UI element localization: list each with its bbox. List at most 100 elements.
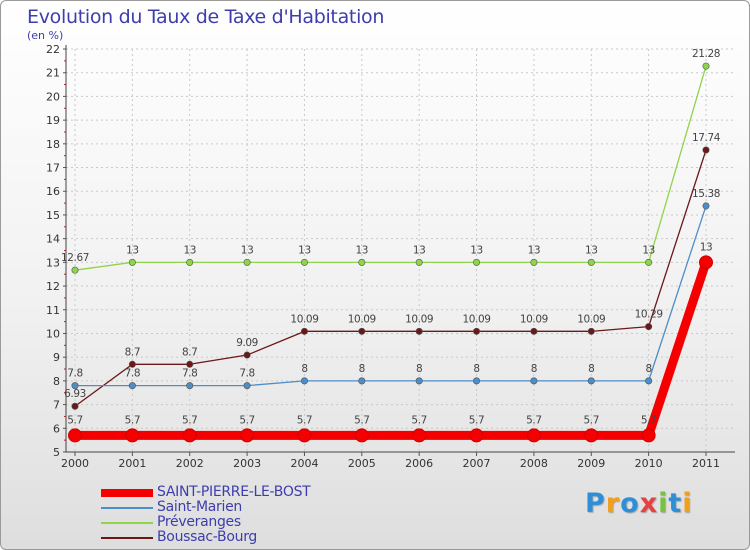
x-tick-label: 2002	[176, 457, 204, 470]
data-label: 10.09	[290, 313, 318, 325]
data-label: 5.7	[526, 414, 542, 426]
data-label: 5.7	[182, 414, 198, 426]
data-label: 5.7	[125, 414, 141, 426]
data-label: 13	[700, 241, 713, 253]
series-group	[68, 62, 713, 443]
data-label: 12.67	[61, 252, 89, 264]
data-label: 8	[416, 363, 422, 375]
y-tick-label: 8	[53, 375, 60, 388]
data-point	[530, 327, 538, 335]
data-label: 13	[298, 244, 311, 256]
data-label: 5.7	[354, 414, 370, 426]
data-point	[645, 377, 653, 385]
data-label: 17.74	[692, 132, 721, 144]
data-labels: 12.67 13 13 13 13 13 13 13 13 13 13 21.28 6.93 8.7 8.7…	[61, 48, 721, 426]
data-label: 13	[183, 244, 196, 256]
data-point	[243, 351, 251, 359]
x-tick-label: 2000	[61, 457, 89, 470]
legend-swatch	[101, 522, 153, 524]
y-tick-label: 15	[46, 209, 60, 222]
data-point	[584, 428, 599, 443]
data-point	[128, 360, 136, 368]
series-line	[74, 149, 707, 407]
data-label: 5.7	[297, 414, 313, 426]
data-point	[300, 258, 308, 266]
series-saint-pierre-le-bost	[68, 255, 713, 443]
y-tick-label: 14	[46, 233, 60, 246]
x-tick-label: 2011	[692, 457, 720, 470]
data-label: 21.28	[692, 48, 720, 60]
data-label: 13	[585, 244, 598, 256]
x-tick-label: 2007	[463, 457, 491, 470]
x-tick-label: 2009	[577, 457, 605, 470]
data-point	[243, 382, 251, 390]
data-point	[645, 323, 653, 331]
data-point	[186, 360, 194, 368]
y-tick-label: 20	[46, 90, 60, 103]
data-label: 6.93	[64, 388, 86, 400]
data-label: 5.7	[67, 414, 83, 426]
logo-letter: o	[620, 488, 640, 519]
data-label: 10.29	[635, 309, 663, 321]
data-point	[587, 327, 595, 335]
data-point	[300, 377, 308, 385]
data-point	[354, 428, 369, 443]
data-label: 13	[528, 244, 541, 256]
data-label: 8	[531, 363, 537, 375]
data-label: 5.7	[641, 414, 657, 426]
series-line	[70, 257, 711, 440]
data-point	[243, 258, 251, 266]
data-point	[240, 428, 255, 443]
data-label: 13	[241, 244, 254, 256]
data-label: 5.7	[584, 414, 600, 426]
logo-letter: x	[639, 488, 659, 519]
data-label: 10.09	[577, 313, 605, 325]
logo-letter: i	[682, 488, 693, 519]
data-point	[702, 146, 710, 154]
data-label: 8.7	[125, 346, 141, 358]
logo-letter: t	[668, 488, 683, 519]
legend-swatch	[101, 489, 153, 497]
data-point	[300, 327, 308, 335]
data-label: 8	[588, 363, 594, 375]
y-tick-label: 17	[46, 162, 60, 175]
x-tick-label: 2005	[348, 457, 376, 470]
data-point	[68, 428, 82, 443]
data-label: 5.7	[411, 414, 427, 426]
data-label: 8	[359, 363, 365, 375]
data-point	[412, 428, 427, 443]
data-label: 10.09	[463, 313, 491, 325]
data-label: 15.38	[692, 188, 720, 200]
x-tick-label: 2003	[233, 457, 261, 470]
data-label: 8.7	[182, 346, 198, 358]
legend-swatch	[101, 507, 153, 509]
series-boussac-bourg	[71, 146, 710, 410]
data-point	[358, 327, 366, 335]
logo-letter: P	[585, 488, 606, 519]
y-tick-label: 11	[46, 304, 60, 317]
legend-label: Saint-Marien	[157, 499, 242, 515]
data-point	[415, 258, 423, 266]
data-point	[71, 266, 79, 274]
data-label: 13	[413, 244, 426, 256]
x-tick-label: 2006	[405, 457, 433, 470]
x-tick-label: 2010	[635, 457, 663, 470]
data-label: 9.09	[236, 337, 258, 349]
data-label: 8	[301, 363, 307, 375]
y-tick-label: 19	[46, 114, 60, 127]
data-point	[526, 428, 541, 443]
data-point	[530, 377, 538, 385]
y-tick-label: 5	[53, 446, 60, 459]
data-label: 5.7	[239, 414, 255, 426]
series-line	[74, 65, 707, 271]
data-point	[297, 428, 312, 443]
data-label: 8	[473, 363, 479, 375]
data-label: 10.09	[348, 313, 376, 325]
data-point	[702, 202, 710, 210]
data-point	[71, 402, 79, 410]
data-label: 10.09	[520, 313, 548, 325]
data-label: 13	[642, 244, 655, 256]
y-tick-label: 22	[46, 43, 60, 56]
y-tick-label: 18	[46, 138, 60, 151]
data-label: 13	[470, 244, 483, 256]
